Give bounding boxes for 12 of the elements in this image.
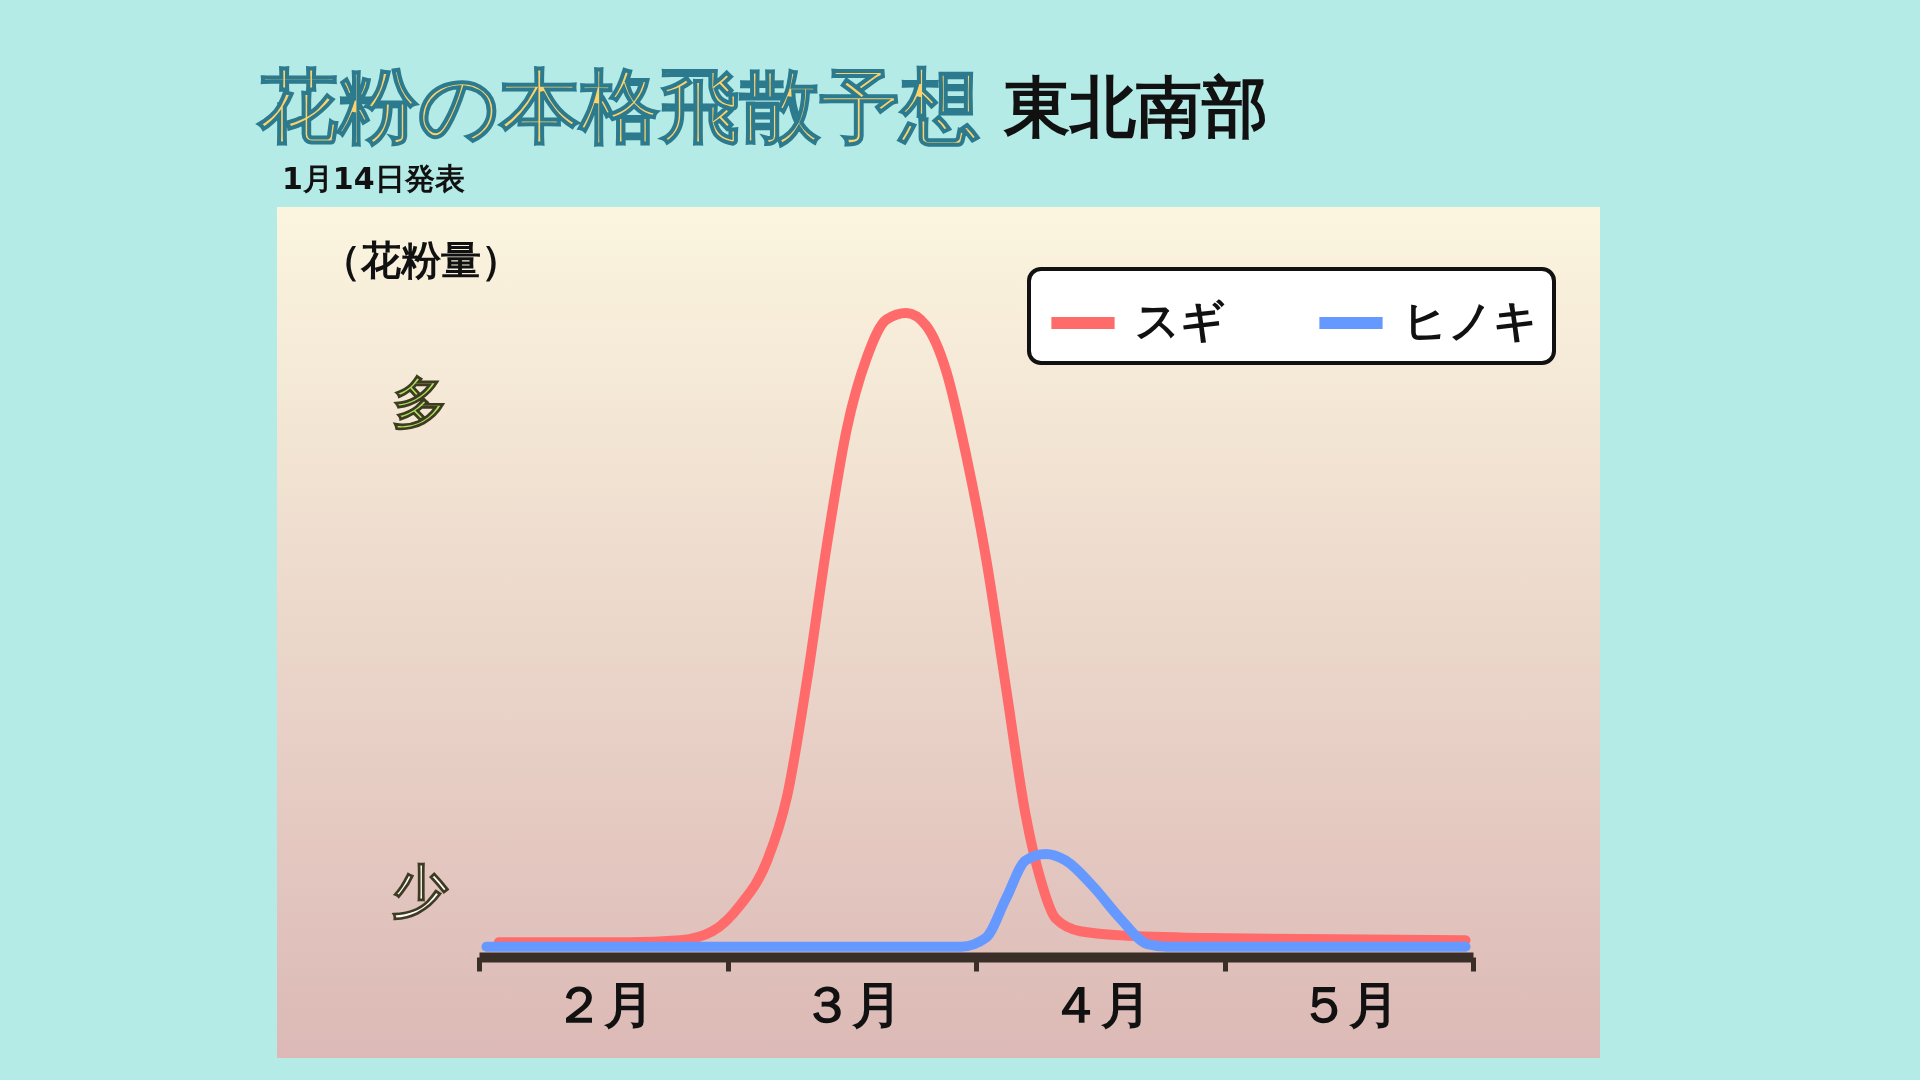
text: 多 [392,370,448,435]
x-tick-label: ３月 [802,975,903,1034]
text: 少 [392,858,449,923]
x-tick-label: ５月 [1299,975,1400,1034]
y-axis-title: （花粉量） [321,237,521,283]
chart-subtitle: 東北南部 [1003,69,1268,146]
legend-label: ヒノキ [1403,295,1538,346]
legend-label: スギ [1135,295,1225,346]
x-tick-label: ４月 [1050,975,1151,1034]
chart-title: 花粉の本格飛散予想 [256,60,980,153]
x-tick-label: ２月 [553,975,654,1034]
text: 1月14日発表 [282,161,465,196]
